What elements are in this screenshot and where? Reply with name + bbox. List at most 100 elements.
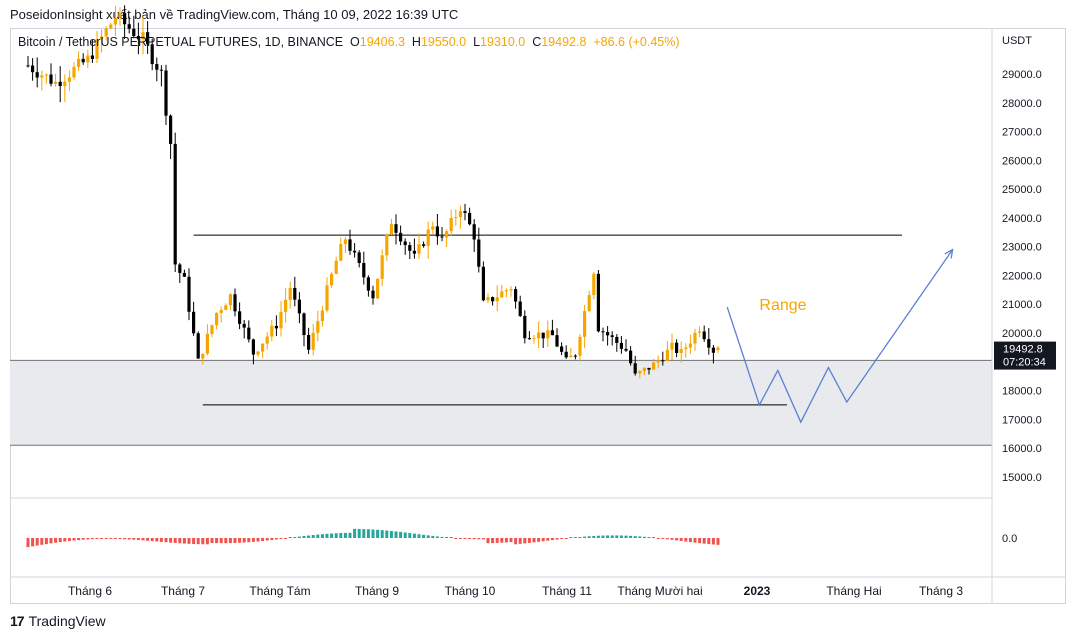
candle-body [619, 342, 623, 349]
candle-body [679, 349, 683, 353]
candle-body [357, 252, 361, 264]
oscillator-bar [164, 538, 168, 543]
oscillator-bar [587, 536, 591, 538]
candle-body [155, 64, 159, 70]
oscillator-bar [288, 537, 292, 538]
candle-body [44, 74, 48, 76]
candle-body [403, 241, 407, 246]
candle-body [307, 335, 311, 350]
oscillator-bar [495, 538, 499, 543]
candle-body [127, 24, 131, 29]
symbol-name[interactable]: Bitcoin / TetherUS PERPETUAL FUTURES, 1D… [18, 35, 344, 49]
oscillator-bar [265, 538, 269, 541]
oscillator-bar [238, 538, 242, 543]
candle-body [150, 44, 154, 65]
oscillator-bar [150, 538, 154, 542]
candle-body [592, 273, 596, 296]
candle-body [426, 229, 430, 246]
oscillator-bar [192, 538, 196, 545]
oscillator-bar [509, 538, 513, 543]
oscillator-bar [205, 538, 209, 545]
oscillator-bar [325, 533, 329, 538]
oscillator-bar [81, 538, 85, 540]
candle-body [136, 35, 140, 40]
candle-body [54, 81, 58, 84]
oscillator-bar [132, 538, 136, 540]
oscillator-bar [624, 535, 628, 538]
time-tick-label: 2023 [744, 584, 771, 598]
candle-body [514, 289, 518, 302]
candle-body [159, 69, 163, 71]
candle-body [504, 290, 508, 292]
oscillator-bar [362, 529, 366, 538]
oscillator-bar [63, 538, 67, 542]
price-tick-label: 23000.0 [1002, 242, 1042, 254]
oscillator-bar [136, 538, 140, 541]
range-lines-layer [193, 234, 902, 406]
oscillator-bar [684, 538, 688, 542]
candle-body [49, 74, 53, 84]
candle-body [500, 291, 504, 298]
oscillator-bar [293, 537, 297, 538]
candle-body [339, 244, 343, 261]
candle-body [242, 323, 246, 328]
candle-body [665, 349, 669, 361]
oscillator-bar [251, 538, 255, 542]
price-tick-label: 20000.0 [1002, 328, 1042, 340]
oscillator-bar [100, 538, 104, 539]
candle-body [440, 236, 444, 238]
candle-body [146, 32, 150, 45]
oscillator-bar [26, 538, 30, 548]
candle-body [247, 327, 251, 340]
candle-body [192, 311, 196, 334]
candle-body [279, 311, 283, 329]
price-tick-label: 26000.0 [1002, 155, 1042, 167]
oscillator-bar [58, 538, 62, 543]
footer-brand[interactable]: 17 TradingView [10, 613, 106, 629]
candle-body [463, 211, 467, 213]
candle-body [325, 285, 329, 311]
oscillator-bar [477, 538, 481, 540]
projection-layer: Range [726, 248, 954, 424]
time-tick-label: Tháng Mười hai [617, 584, 702, 598]
candle-body [201, 353, 205, 359]
candle-body [491, 297, 495, 302]
oscillator-bar [228, 538, 232, 544]
candle-body [109, 24, 113, 29]
candle-body [615, 336, 619, 343]
oscillator-bar [357, 528, 361, 538]
candle-body [261, 343, 265, 352]
candle-body [537, 332, 541, 339]
oscillator-bar [693, 538, 697, 543]
candle-body [274, 325, 278, 329]
oscillator-layer: 0.0 [10, 497, 1017, 548]
candle-body [417, 244, 421, 254]
candle-body [550, 330, 554, 336]
oscillator-bar [583, 536, 587, 538]
oscillator-bar [113, 538, 117, 539]
candle-body [684, 347, 688, 350]
candle-body [219, 310, 223, 313]
oscillator-bar [541, 538, 545, 542]
candle-body [228, 294, 232, 306]
oscillator-bar [463, 538, 467, 539]
oscillator-bar [546, 538, 550, 541]
candle-body [238, 311, 242, 324]
candle-body [320, 310, 324, 322]
support-zone [10, 360, 992, 446]
candle-body [601, 331, 605, 333]
projection-path [726, 249, 954, 424]
candle-body [173, 143, 177, 265]
oscillator-bar [123, 538, 127, 540]
oscillator-bar [178, 538, 182, 544]
oscillator-bar [371, 529, 375, 538]
oscillator-bar [109, 538, 113, 539]
candle-body [523, 315, 527, 339]
oscillator-bar [486, 538, 490, 544]
oscillator-bar [523, 538, 527, 544]
candle-body [633, 363, 637, 374]
oscillator-bar [633, 536, 637, 538]
oscillator-bar [642, 536, 646, 538]
oscillator-bar [675, 538, 679, 541]
